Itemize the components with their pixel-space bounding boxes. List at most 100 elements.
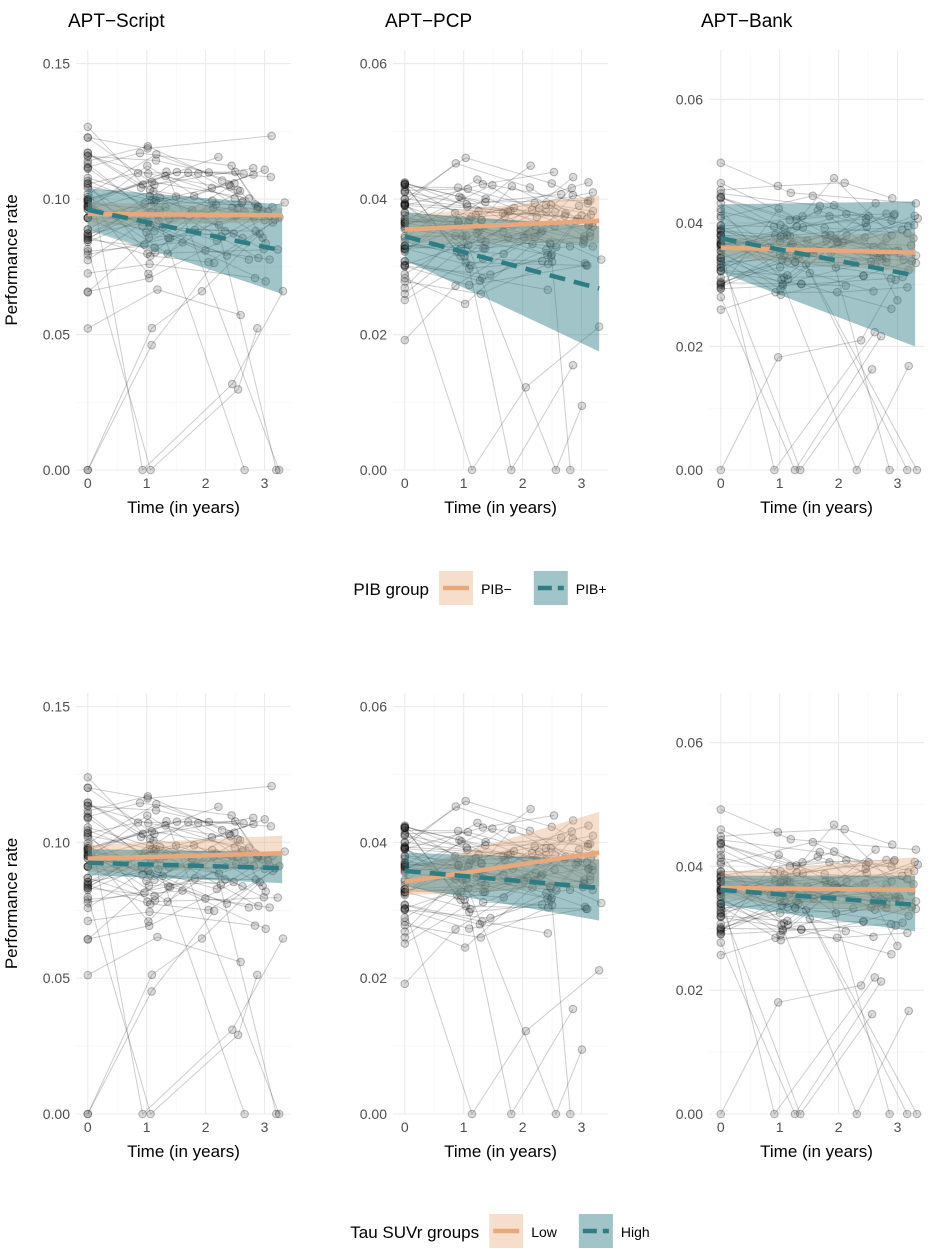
subject-point (233, 1030, 243, 1040)
subject-line (87, 829, 243, 854)
subject-point (909, 220, 919, 230)
subject-point (227, 811, 236, 820)
subject-line (404, 261, 588, 301)
subject-point (903, 283, 912, 292)
subject-point (567, 827, 577, 836)
subject-point (551, 465, 561, 475)
subject-point (877, 254, 887, 264)
x-axis-title: Time (in years) (127, 498, 240, 517)
y-tick-label: 0.06 (676, 91, 703, 107)
subject-line (404, 866, 550, 887)
subject-point (138, 465, 147, 475)
subject-point (155, 842, 165, 852)
subject-line (87, 776, 219, 835)
subject-point (552, 886, 561, 895)
subject-point (585, 228, 595, 237)
subject-point (770, 876, 780, 886)
subject-point (716, 832, 726, 841)
subject-point (792, 868, 802, 877)
subject-point (154, 216, 163, 225)
subject-point (716, 867, 726, 876)
subject-point (716, 850, 726, 860)
subject-point (467, 465, 477, 475)
subject-point (83, 783, 93, 793)
subject-point (500, 855, 510, 864)
subject-point (841, 281, 851, 291)
subject-point (778, 926, 788, 936)
subject-line (720, 286, 908, 311)
subject-point (466, 904, 475, 914)
subject-point (133, 818, 143, 827)
x-tick-label: 1 (143, 1119, 151, 1135)
subject-point (263, 856, 273, 865)
subject-line (404, 215, 602, 275)
subject-line (87, 805, 271, 827)
subject-line (87, 175, 235, 202)
subject-point (825, 211, 834, 221)
subject-point (194, 818, 203, 828)
subject-point (400, 182, 410, 192)
fit-line-low (404, 218, 600, 232)
subject-point (83, 916, 93, 926)
subject-point (716, 825, 726, 834)
subject-point (716, 266, 726, 276)
subject-point (463, 845, 472, 855)
subject-point (574, 845, 584, 854)
subject-line (87, 168, 284, 472)
subject-point (831, 908, 841, 918)
subject-point (785, 878, 795, 887)
subject-point (162, 167, 171, 176)
subject-point (716, 911, 726, 921)
subject-point (450, 208, 460, 218)
subject-line (720, 841, 914, 885)
subject-point (885, 893, 894, 902)
subject-point (882, 209, 891, 218)
subject-line (720, 195, 914, 239)
subject-point (716, 224, 726, 233)
subject-point (171, 841, 181, 850)
subject-point (400, 905, 410, 915)
x-tick-label: 1 (460, 475, 468, 491)
x-tick-label: 3 (894, 475, 902, 491)
subject-point (400, 860, 410, 870)
subject-line (87, 865, 280, 905)
y-tick-label: 0.02 (676, 982, 703, 998)
subject-point (400, 261, 410, 271)
subject-point (165, 882, 175, 892)
subject-line (404, 157, 589, 202)
subject-line (404, 887, 533, 949)
subject-point (716, 199, 726, 208)
subject-point (903, 928, 912, 938)
subject-point (716, 929, 726, 939)
subject-point (778, 281, 788, 290)
subject-point (83, 162, 93, 172)
subject-point (716, 284, 726, 293)
subject-point (83, 194, 93, 204)
subject-point (400, 283, 410, 293)
subject-point (204, 905, 213, 915)
subject-point (481, 194, 490, 203)
subject-point (829, 200, 839, 210)
subject-point (476, 859, 486, 868)
subject-point (885, 465, 894, 475)
subject-point (716, 254, 726, 263)
subject-point (543, 929, 553, 938)
subject-line (404, 828, 588, 870)
subject-line (720, 849, 876, 922)
subject-point (400, 199, 410, 208)
x-tick-label: 2 (519, 475, 527, 491)
x-tick-label: 3 (261, 1119, 269, 1135)
subject-point (400, 180, 410, 189)
subject-point (556, 833, 566, 842)
y-tick-label: 0.00 (360, 462, 387, 478)
subject-point (165, 234, 175, 243)
subject-point (507, 825, 517, 834)
subject-point (400, 887, 410, 897)
subject-point (577, 1045, 587, 1054)
subject-point (481, 841, 490, 850)
subject-point (83, 164, 93, 174)
subject-point (775, 236, 785, 246)
subject-line (720, 916, 892, 955)
subject-line (720, 886, 890, 905)
subject-point (244, 255, 254, 264)
